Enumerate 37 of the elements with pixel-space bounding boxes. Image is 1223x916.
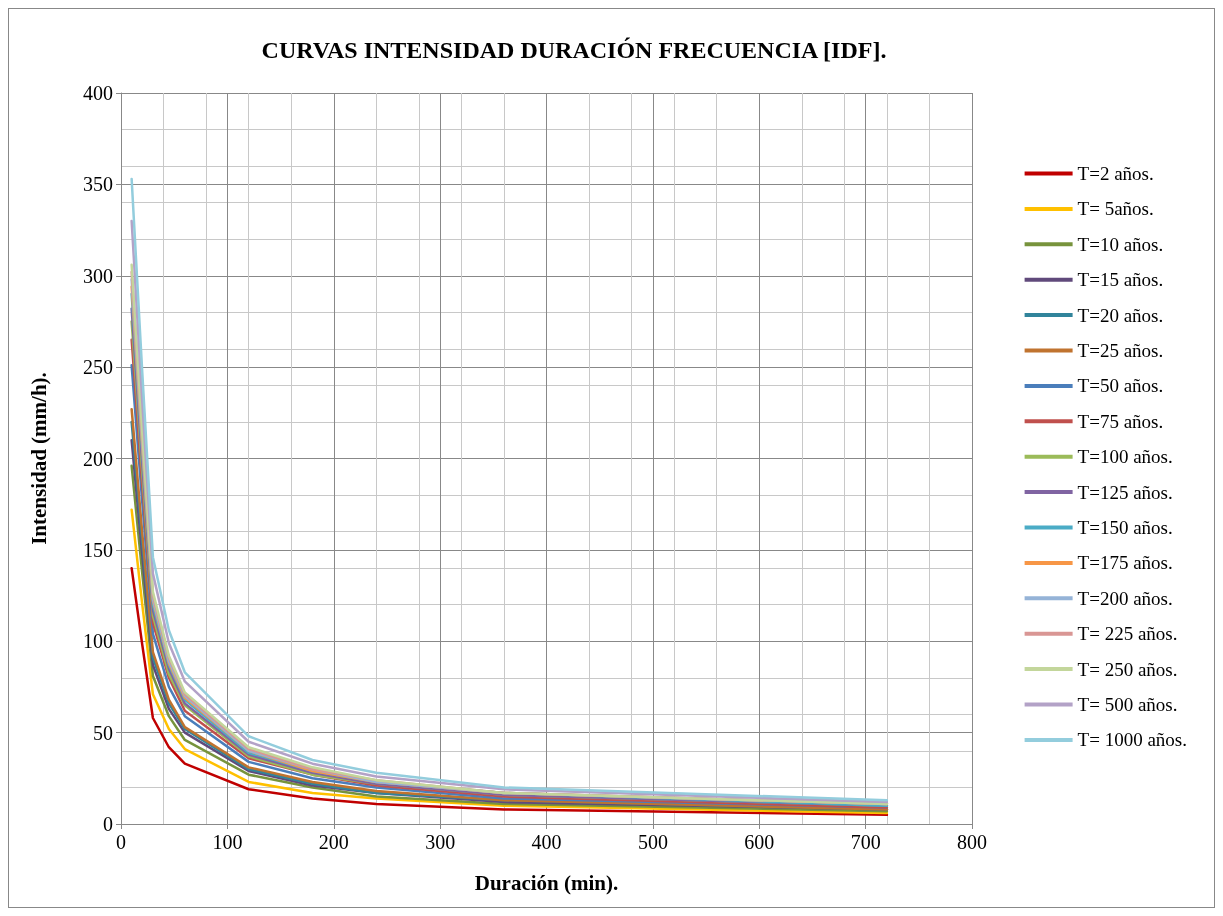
x-tick-label: 700	[850, 831, 881, 853]
x-axis-title: Duración (min).	[474, 870, 619, 895]
chart-title: CURVAS INTENSIDAD DURACIÓN FRECUENCIA [IDF].	[261, 37, 887, 63]
legend-label: T=10 años.	[1077, 233, 1164, 255]
legend-label: T=125 años.	[1077, 481, 1173, 503]
legend-label: T= 250 años.	[1077, 658, 1178, 680]
y-tick-label: 200	[83, 447, 113, 470]
legend-label: T= 1000 años.	[1077, 729, 1188, 751]
legend-label: T=15 años.	[1077, 269, 1164, 291]
legend-label: T=75 años.	[1077, 410, 1164, 432]
legend-label: T=175 años.	[1077, 552, 1173, 574]
x-tick-label: 800	[957, 831, 987, 853]
x-tick-label: 400	[531, 831, 562, 853]
y-tick-label: 50	[93, 721, 113, 744]
x-tick-label: 300	[425, 831, 456, 853]
legend-label: T= 500 años.	[1077, 694, 1178, 715]
y-tick-label: 250	[83, 356, 113, 379]
y-tick-label: 0	[103, 813, 113, 835]
legend-label: T= 225 años.	[1077, 623, 1178, 645]
legend-label: T=25 años.	[1077, 340, 1164, 361]
legend-label: T=100 años.	[1077, 446, 1173, 468]
legend-label: T=2 años.	[1077, 163, 1154, 184]
legend-label: T=150 años.	[1077, 517, 1173, 538]
y-tick-label: 150	[83, 538, 113, 561]
y-axis-title: Intensidad (mm/h).	[26, 372, 51, 545]
legend-label: T=50 años.	[1077, 375, 1164, 397]
legend-label: T=200 años.	[1077, 587, 1173, 609]
y-tick-label: 350	[83, 173, 113, 196]
x-tick-label: 600	[744, 831, 775, 853]
y-tick-label: 300	[83, 264, 113, 287]
legend-label: T=20 años.	[1077, 304, 1164, 326]
x-tick-label: 200	[318, 831, 349, 853]
legend-label: T= 5años.	[1077, 198, 1154, 220]
y-tick-label: 100	[83, 630, 113, 653]
y-tick-label: 400	[83, 82, 113, 104]
x-tick-label: 500	[637, 831, 668, 853]
x-tick-label: 100	[212, 831, 243, 853]
